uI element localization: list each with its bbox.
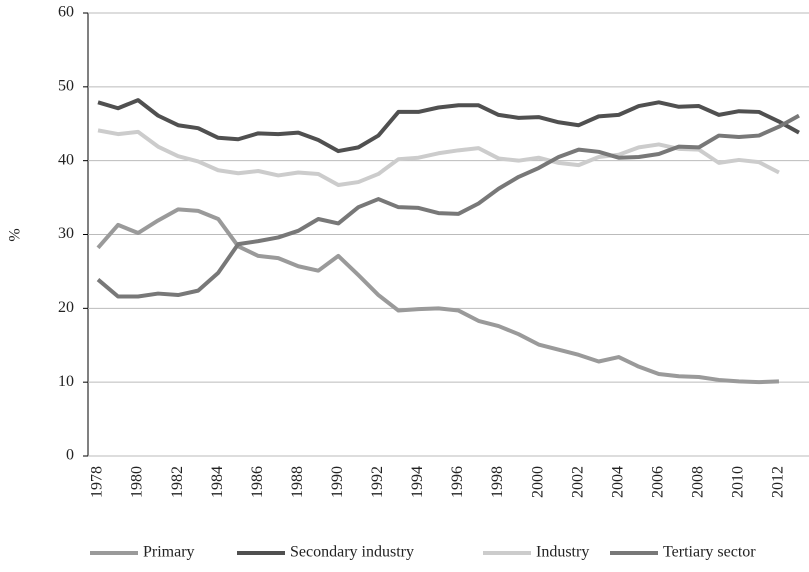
x-tick-label: 1984: [209, 466, 226, 498]
x-tick-label: 1990: [329, 466, 346, 498]
series-line: [97, 128, 780, 188]
x-tick-label: 2010: [730, 466, 747, 498]
x-tick-label: 1996: [449, 466, 466, 498]
series-line: [96, 207, 780, 385]
series-line: [97, 98, 800, 154]
legend-label: Tertiary sector: [663, 544, 756, 561]
legend-label: Secondary industry: [290, 544, 414, 561]
x-tick-label: 1992: [369, 466, 386, 498]
series-line: [96, 113, 800, 299]
y-tick-label: 50: [58, 78, 74, 95]
y-axis-label: %: [7, 228, 24, 241]
x-tick-label: 2008: [690, 466, 707, 498]
x-tick-label: 1978: [89, 466, 106, 498]
x-tick-label: 1982: [169, 466, 186, 498]
x-tick-label: 1986: [249, 466, 266, 498]
y-tick-label: 60: [58, 4, 74, 21]
x-tick-label: 2006: [649, 466, 666, 498]
x-tick-label: 1980: [129, 466, 146, 498]
y-tick-label: 20: [58, 299, 74, 316]
y-tick-label: 30: [58, 225, 74, 242]
x-tick-label: 2004: [609, 466, 626, 498]
x-tick-label: 2002: [569, 466, 586, 498]
x-tick-label: 1998: [489, 466, 506, 498]
x-tick-label: 2000: [529, 466, 546, 498]
y-tick-label: 10: [58, 373, 74, 390]
y-tick-label: 40: [58, 151, 74, 168]
legend-label: Industry: [536, 544, 589, 561]
x-tick-label: 2012: [770, 466, 787, 498]
legend-label: Primary: [143, 544, 195, 561]
x-tick-label: 1994: [409, 466, 426, 498]
x-tick-label: 1988: [289, 466, 306, 498]
y-tick-label: 0: [66, 447, 74, 464]
